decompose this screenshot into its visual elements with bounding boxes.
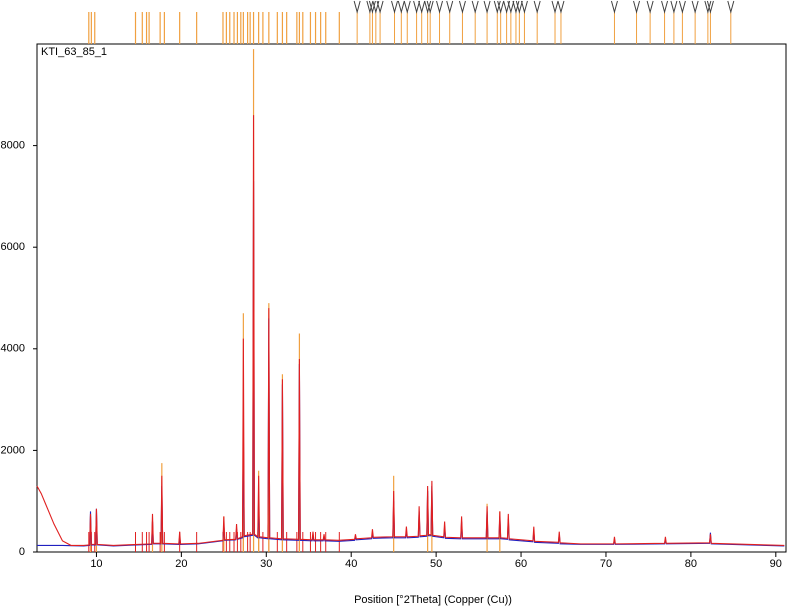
phase-marker-v [397, 0, 405, 14]
y-tick-label: 2000 [1, 444, 25, 456]
phase-marker-v [493, 0, 501, 14]
phase-marker-v [557, 0, 565, 14]
phase-marker-v [471, 0, 479, 14]
chart-title: KTI_63_85_1 [41, 46, 107, 58]
phase-marker-v [670, 0, 678, 14]
phase-marker-v [633, 0, 641, 14]
y-tick-label: 0 [19, 546, 25, 558]
plot-frame [36, 43, 787, 553]
x-tick-label: 60 [515, 558, 527, 570]
x-tick-label: 50 [430, 558, 442, 570]
phase-marker-v [391, 0, 398, 14]
phase-marker-v [661, 0, 669, 14]
phase-marker-v [426, 0, 434, 14]
phase-marker-v [436, 0, 444, 14]
phase-marker-v [418, 0, 426, 14]
phase-marker-v [533, 0, 541, 14]
profile-line [36, 115, 785, 546]
y-tick-label: 8000 [1, 140, 25, 152]
phase-marker-v [376, 0, 384, 14]
phase-marker-v [424, 0, 432, 14]
phase-marker-v [446, 0, 454, 14]
phase-marker-v [507, 0, 515, 14]
phase-marker-v [413, 0, 421, 14]
phase-marker-v [403, 0, 411, 14]
x-tick-label: 80 [685, 558, 697, 570]
phase-marker-v [691, 0, 699, 14]
x-tick-label: 90 [770, 558, 782, 570]
phase-marker-v [366, 0, 374, 14]
phase-marker-v [515, 0, 523, 14]
x-tick-label: 10 [90, 558, 102, 570]
phase-marker-v [483, 0, 491, 14]
x-tick-label: 40 [345, 558, 357, 570]
phase-marker-v [353, 0, 361, 14]
phase-marker-v [727, 0, 735, 14]
x-tick-label: 20 [175, 558, 187, 570]
phase-marker-v [520, 0, 528, 14]
phase-marker-v [706, 0, 714, 14]
phase-marker-v [551, 0, 559, 14]
phase-marker-v [512, 0, 520, 14]
x-axis-title: Position [°2Theta] (Copper (Cu)) [354, 594, 512, 606]
x-tick-label: 30 [260, 558, 272, 570]
phase-marker-v [678, 0, 686, 14]
phase-marker-v [497, 0, 505, 14]
phase-marker-v [610, 0, 618, 14]
x-tick-label: 70 [600, 558, 612, 570]
y-tick-label: 4000 [1, 343, 25, 355]
phase-marker-v [458, 0, 466, 14]
phase-marker-v [704, 0, 712, 14]
y-tick-label: 6000 [1, 241, 25, 253]
phase-marker-v [646, 0, 654, 14]
phase-marker-v [368, 0, 376, 14]
